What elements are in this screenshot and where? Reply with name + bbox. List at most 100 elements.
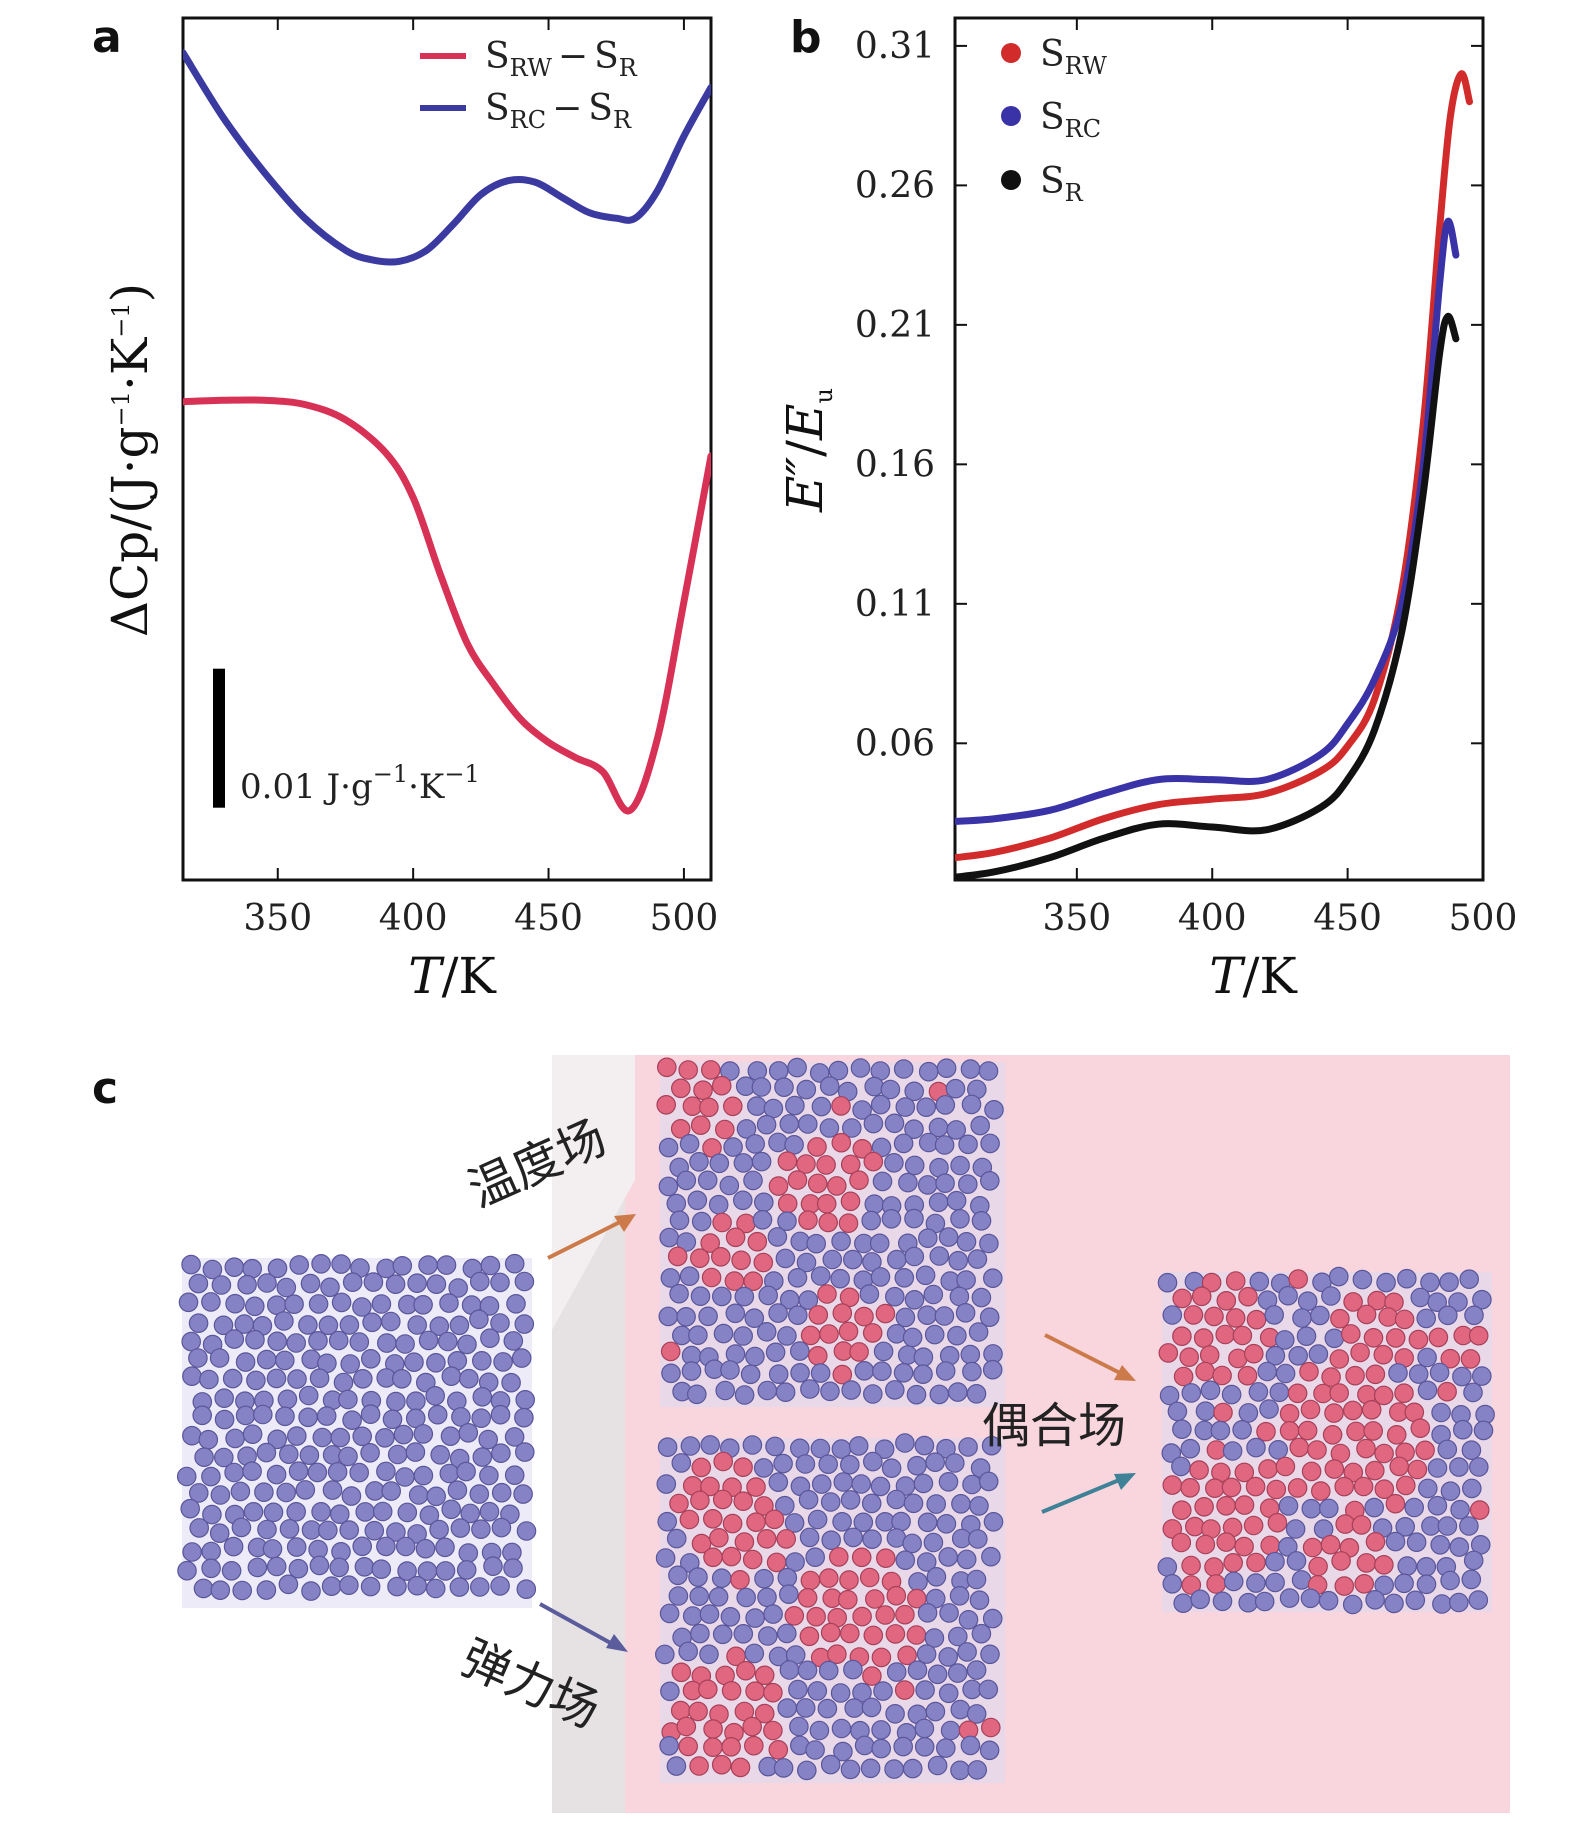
red-particle xyxy=(838,1213,859,1233)
blue-particle xyxy=(904,1155,925,1176)
blue-particle xyxy=(862,1384,883,1404)
blue-particle xyxy=(913,1347,934,1367)
red-particle xyxy=(1162,1475,1183,1495)
blue-particle xyxy=(784,1513,805,1533)
blue-particle xyxy=(947,1626,968,1647)
blue-particle xyxy=(1462,1478,1482,1499)
red-particle xyxy=(1365,1364,1386,1385)
blue-particle xyxy=(1449,1537,1470,1557)
red-particle xyxy=(862,1666,882,1686)
blue-particle xyxy=(193,1578,214,1599)
blue-particle xyxy=(372,1501,393,1522)
blue-particle xyxy=(785,1095,805,1116)
blue-particle xyxy=(1167,1401,1188,1422)
blue-particle xyxy=(1408,1364,1429,1384)
blue-particle xyxy=(247,1557,268,1578)
red-particle xyxy=(1245,1476,1266,1497)
red-particle xyxy=(1468,1325,1489,1346)
red-particle xyxy=(678,1060,698,1080)
red-particle xyxy=(1246,1552,1266,1573)
blue-particle xyxy=(1429,1362,1450,1383)
blue-particle xyxy=(960,1344,981,1365)
blue-particle xyxy=(947,1382,968,1402)
red-particle xyxy=(746,1477,766,1497)
blue-particle xyxy=(853,1512,874,1533)
red-particle xyxy=(840,1154,861,1175)
blue-particle xyxy=(380,1311,401,1332)
red-particle xyxy=(1213,1402,1233,1423)
blue-particle xyxy=(926,1567,947,1587)
red-particle xyxy=(1185,1516,1205,1537)
red-particle xyxy=(807,1137,827,1157)
blue-particle xyxy=(1319,1498,1339,1519)
blue-particle xyxy=(820,1492,841,1512)
blue-particle xyxy=(669,1283,689,1304)
blue-particle xyxy=(194,1447,214,1467)
panel-b-legend: SRW SRC SR xyxy=(1001,34,1107,207)
coupled-field-label: 偶合场 xyxy=(982,1398,1126,1454)
blue-particle xyxy=(839,1454,860,1475)
blue-particle xyxy=(950,1760,970,1781)
blue-particle xyxy=(923,1284,944,1305)
blue-particle xyxy=(1427,1292,1447,1312)
blue-particle xyxy=(1385,1531,1406,1552)
blue-particle xyxy=(681,1361,702,1381)
red-particle xyxy=(831,1096,851,1116)
blue-particle xyxy=(235,1405,256,1426)
blue-particle xyxy=(969,1496,989,1516)
blue-particle xyxy=(471,1519,491,1539)
blue-particle xyxy=(188,1313,209,1333)
blue-particle xyxy=(1395,1517,1415,1537)
blue-particle xyxy=(331,1292,352,1313)
blue-particle xyxy=(1162,1574,1183,1594)
blue-particle xyxy=(456,1461,476,1482)
blue-particle xyxy=(979,1307,1000,1327)
red-particle xyxy=(1343,1462,1364,1483)
blue-particle xyxy=(966,1704,987,1724)
blue-particle xyxy=(950,1699,971,1720)
red-particle xyxy=(1386,1425,1407,1445)
blue-particle xyxy=(252,1404,273,1425)
blue-particle xyxy=(960,1735,981,1756)
blue-particle xyxy=(819,1076,840,1096)
blue-particle xyxy=(938,1683,959,1704)
red-particle xyxy=(1356,1553,1377,1573)
series-line-s-rw xyxy=(955,70,1473,862)
blue-particle xyxy=(962,1361,982,1382)
blue-particle xyxy=(360,1349,381,1369)
red-particle xyxy=(734,1532,755,1552)
blue-particle xyxy=(392,1256,413,1276)
x-tick-label-350: 350 xyxy=(1042,898,1111,939)
red-particle xyxy=(1179,1347,1199,1367)
red-particle xyxy=(1172,1288,1192,1309)
red-particle xyxy=(859,1567,880,1588)
blue-particle xyxy=(426,1274,447,1294)
blue-particle xyxy=(1329,1266,1349,1287)
blue-particle xyxy=(805,1740,825,1760)
blue-particle xyxy=(787,1268,808,1288)
blue-particle xyxy=(1397,1268,1417,1289)
blue-particle xyxy=(230,1481,251,1502)
y-tick-label-3: 0.21 xyxy=(855,305,935,346)
red-particle xyxy=(703,1547,723,1568)
blue-particle xyxy=(395,1536,416,1557)
blue-particle xyxy=(339,1315,360,1335)
series-line-s-rw-s-r xyxy=(183,396,711,815)
blue-particle xyxy=(511,1348,532,1368)
blue-particle xyxy=(201,1541,221,1562)
blue-particle xyxy=(689,1152,709,1172)
panel-a-scale-bar xyxy=(213,668,225,808)
blue-particle xyxy=(1440,1481,1461,1501)
blue-particle xyxy=(778,1584,799,1604)
blue-particle xyxy=(458,1423,479,1443)
blue-particle xyxy=(222,1368,243,1389)
blue-particle xyxy=(984,1100,1004,1120)
blue-particle xyxy=(407,1575,427,1596)
blue-particle xyxy=(1459,1516,1479,1536)
red-particle xyxy=(1354,1574,1374,1594)
blue-particle xyxy=(676,1307,696,1327)
red-particle xyxy=(690,1490,710,1511)
blue-particle xyxy=(287,1369,307,1389)
blue-particle xyxy=(1459,1269,1479,1289)
blue-particle xyxy=(435,1561,456,1581)
